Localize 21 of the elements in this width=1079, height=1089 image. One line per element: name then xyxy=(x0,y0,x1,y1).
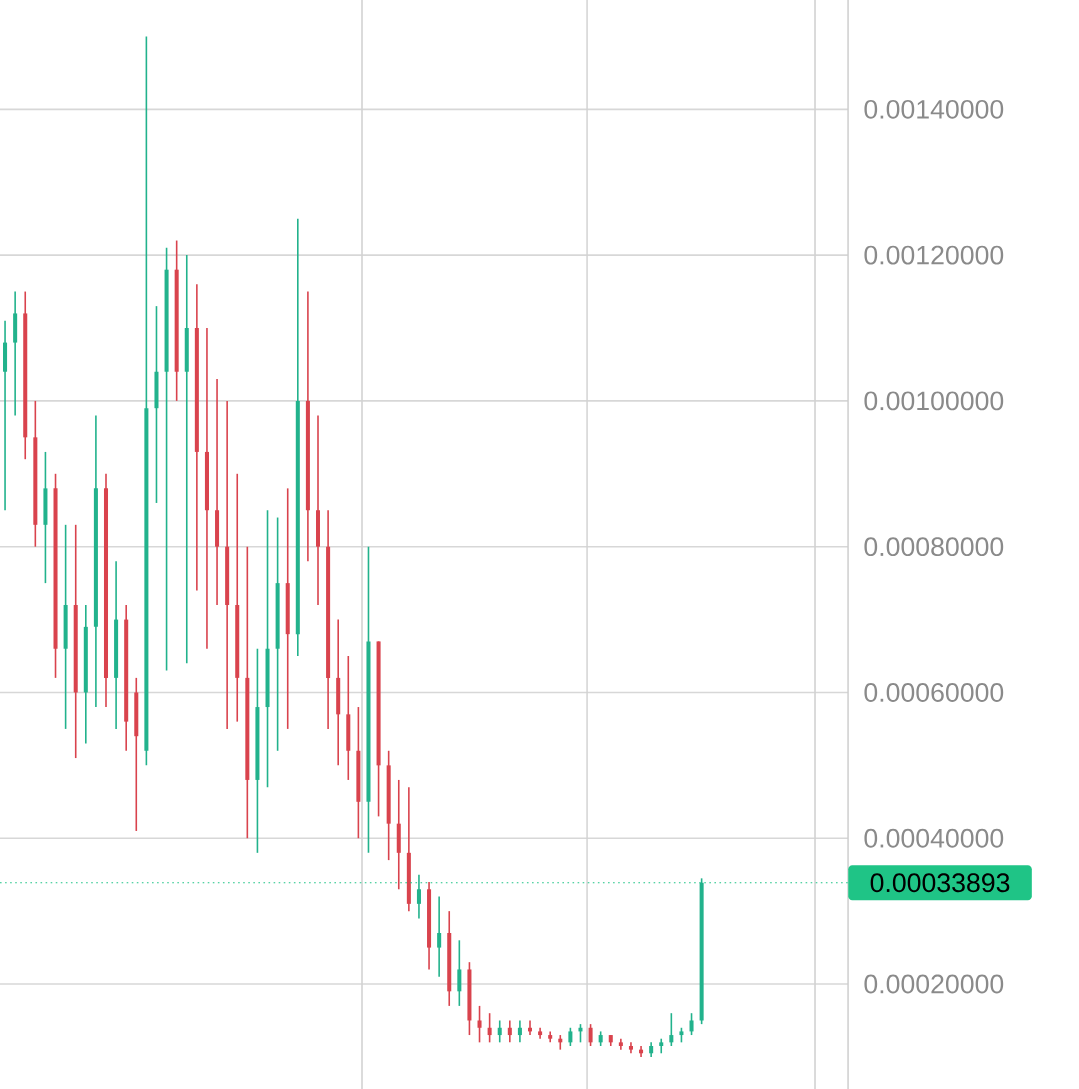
y-tick-label: 0.00080000 xyxy=(864,537,1004,557)
y-tick-label: 0.00140000 xyxy=(864,99,1004,119)
candlestick xyxy=(669,1012,674,1047)
candlestick xyxy=(588,1023,593,1047)
y-tick-label: 0.00020000 xyxy=(864,974,1004,994)
candlestick xyxy=(568,1026,573,1047)
candlestick xyxy=(497,1019,502,1044)
y-tick-label: 0.00040000 xyxy=(864,828,1004,848)
candlestick xyxy=(507,1019,512,1044)
y-tick-label: 0.00120000 xyxy=(864,245,1004,265)
candlestick xyxy=(184,254,189,665)
candlestick xyxy=(457,939,462,1007)
candlestick xyxy=(437,895,442,978)
candlestick xyxy=(689,1012,694,1036)
candlestick xyxy=(487,1012,492,1044)
candlestick xyxy=(477,1005,482,1044)
y-tick-label: 0.00060000 xyxy=(864,683,1004,702)
candlestick xyxy=(517,1019,522,1044)
candlestick xyxy=(416,873,421,920)
y-tick-label: 0.00100000 xyxy=(864,391,1004,411)
ref-line-label: 0.00033893 xyxy=(870,873,1010,893)
